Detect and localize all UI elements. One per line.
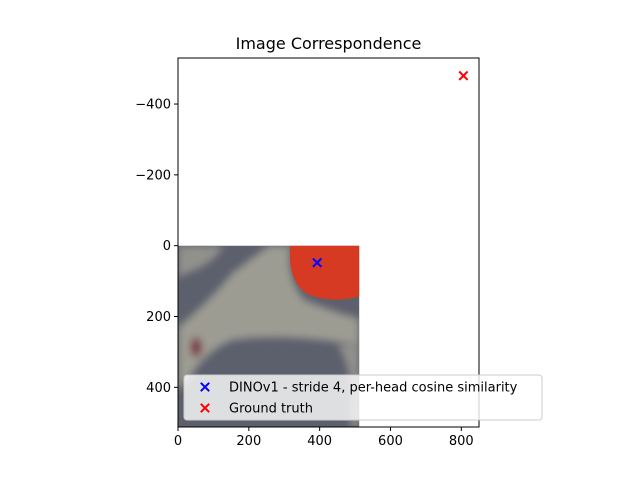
- data-marks: [312, 70, 469, 268]
- y-tick-label: 0: [163, 239, 171, 254]
- x-tick-label: 400: [307, 434, 332, 449]
- legend-box: [183, 374, 543, 421]
- y-tick-label: 400: [146, 381, 171, 396]
- x-tick-label: 800: [449, 434, 474, 449]
- legend: DINOv1 - stride 4, per-head cosine simil…: [183, 374, 543, 421]
- y-tick-label: −200: [135, 168, 171, 183]
- ground-truth-marker: [458, 70, 469, 81]
- x-tick-label: 0: [174, 434, 182, 449]
- legend-marker: [200, 403, 210, 413]
- x-tick-label: 600: [378, 434, 403, 449]
- legend-marker: [200, 382, 210, 392]
- x-axis: 0 200 400 600 800: [174, 427, 474, 449]
- x-tick-label: 200: [236, 434, 261, 449]
- y-axis: −400 −200 0 200 400: [135, 98, 178, 396]
- legend-label: DINOv1 - stride 4, per-head cosine simil…: [229, 381, 518, 396]
- prediction-marker: [312, 257, 323, 268]
- y-tick-label: 200: [146, 310, 171, 325]
- chart-title: Image Correspondence: [236, 34, 422, 53]
- axes-frame: [177, 57, 480, 428]
- y-tick-label: −400: [135, 98, 171, 113]
- image-red-cell: [289, 245, 360, 300]
- legend-label: Ground truth: [229, 402, 313, 417]
